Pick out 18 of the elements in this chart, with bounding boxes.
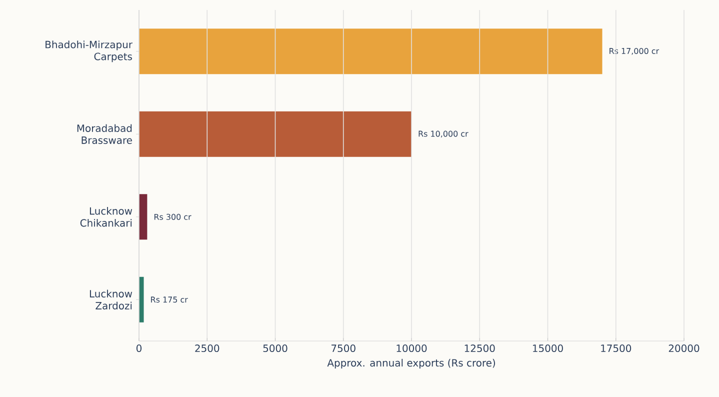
bar [139,276,144,322]
y-tick-label: Bhadohi-Mirzapur Carpets [46,40,132,62]
bar [139,111,412,157]
x-tick-label: 10000 [396,344,427,352]
x-tick-label: 12500 [464,344,495,352]
x-tick-label: 15000 [533,344,563,352]
x-tick-label: 7500 [332,344,356,352]
y-tick-label: Lucknow Zardozi [90,290,132,310]
bar [139,28,602,74]
bar [139,194,148,240]
y-tick-label: Moradabad Brassware [77,124,132,144]
x-axis-title: Approx. annual exports (Rs crore) [327,358,495,369]
x-tick-label: 5000 [263,344,288,352]
x-tick-label: 20000 [668,344,700,352]
x-tick-label: 2500 [195,344,220,352]
x-tick-label: 0 [136,344,142,352]
y-tick-label: Lucknow Chikankari [80,207,132,227]
x-tick-label: 17500 [601,344,632,352]
